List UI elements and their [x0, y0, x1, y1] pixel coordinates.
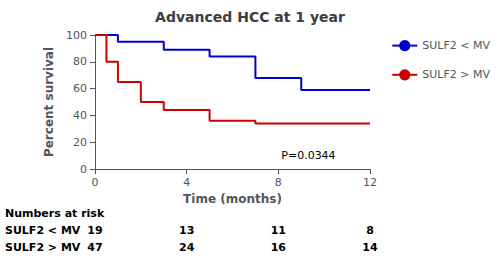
svg-text:12: 12	[363, 176, 377, 189]
svg-text:80: 80	[73, 55, 87, 68]
svg-text:100: 100	[66, 29, 87, 42]
svg-text:8: 8	[366, 224, 374, 237]
svg-text:14: 14	[362, 241, 378, 254]
svg-text:SULF2 < MV: SULF2 < MV	[422, 39, 490, 52]
svg-text:8: 8	[275, 176, 282, 189]
svg-text:Percent survival: Percent survival	[42, 47, 56, 157]
svg-text:60: 60	[73, 82, 87, 95]
svg-text:Numbers at risk: Numbers at risk	[5, 207, 105, 220]
svg-text:11: 11	[271, 224, 286, 237]
svg-text:24: 24	[179, 241, 195, 254]
svg-text:16: 16	[271, 241, 287, 254]
svg-text:0: 0	[80, 163, 87, 176]
svg-text:Time (months): Time (months)	[183, 192, 282, 206]
svg-text:40: 40	[73, 109, 87, 122]
svg-text:13: 13	[179, 224, 194, 237]
svg-text:SULF2 > MV: SULF2 > MV	[5, 241, 81, 254]
svg-text:4: 4	[183, 176, 190, 189]
svg-text:SULF2 > MV: SULF2 > MV	[422, 68, 490, 81]
svg-text:SULF2 < MV: SULF2 < MV	[5, 224, 81, 237]
svg-text:20: 20	[73, 136, 87, 149]
svg-text:0: 0	[92, 176, 99, 189]
svg-text:Advanced HCC at 1 year: Advanced HCC at 1 year	[155, 9, 345, 25]
svg-text:47: 47	[87, 241, 102, 254]
svg-text:19: 19	[87, 224, 102, 237]
svg-text:P=0.0344: P=0.0344	[281, 149, 335, 162]
